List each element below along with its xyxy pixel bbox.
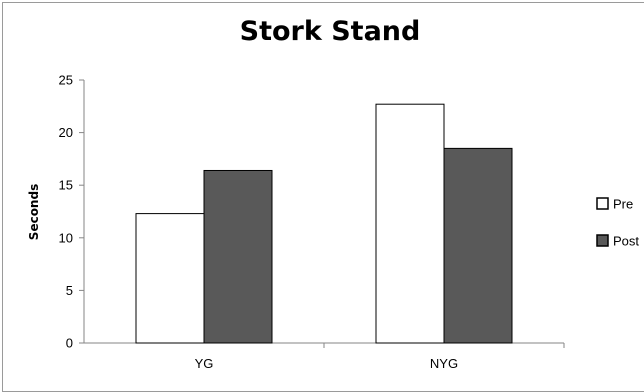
y-tick-label: 5: [66, 283, 73, 298]
bar-post-nyg: [443, 147, 513, 344]
bar-pre-nyg: [375, 103, 445, 344]
x-tick-label: YG: [195, 356, 214, 371]
bar-pre-yg: [135, 213, 205, 344]
y-axis-label: Seconds: [27, 184, 41, 240]
x-tick-label: NYG: [430, 356, 458, 371]
legend-label-pre: Pre: [613, 197, 633, 212]
chart-title: Stork Stand: [240, 16, 421, 47]
y-tick-label: 10: [59, 230, 73, 245]
legend-swatch-post: [596, 234, 609, 247]
y-tick-label: 0: [66, 336, 73, 351]
bar-post-yg: [203, 169, 273, 344]
legend-swatch-pre: [596, 197, 609, 210]
legend-label-post: Post: [613, 234, 639, 249]
y-tick-label: 15: [59, 178, 73, 193]
y-tick-label: 20: [59, 125, 73, 140]
legend: Pre Post: [596, 197, 639, 249]
plot-area: 0 5 10 15 20 25 YG NYG: [59, 73, 565, 371]
y-tick-label: 25: [59, 73, 73, 88]
